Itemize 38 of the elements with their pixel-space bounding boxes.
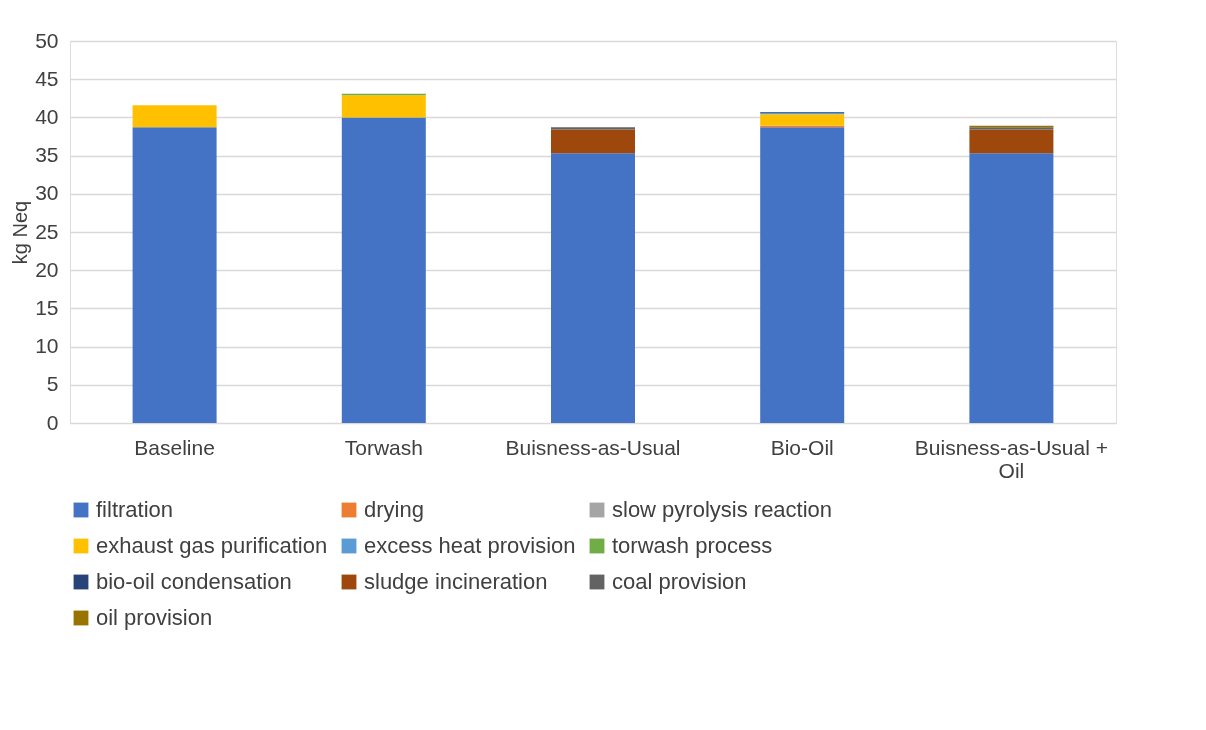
- y-tick-label: 50: [35, 28, 59, 52]
- y-tick-label: 35: [35, 143, 59, 167]
- y-axis-title: kg Neq: [9, 200, 32, 265]
- y-tick-label: 15: [35, 295, 59, 319]
- bar: [760, 114, 845, 126]
- y-tick-label: 5: [46, 372, 59, 396]
- x-tick-label: Buisness-as-Usual: [505, 435, 681, 459]
- legend-label: exhaust gas purification: [96, 533, 328, 558]
- y-tick-label: 20: [35, 257, 59, 281]
- legend-label: excess heat provision: [364, 533, 576, 558]
- legend-label: slow pyrolysis reaction: [612, 497, 833, 522]
- legend-label: bio-oil condensation: [96, 569, 292, 594]
- legend-label: torwash process: [612, 533, 773, 558]
- bar: [132, 105, 217, 128]
- bar: [969, 153, 1054, 423]
- legend-label: drying: [364, 497, 424, 522]
- bar: [341, 117, 426, 423]
- y-tick-label: 45: [35, 66, 59, 90]
- x-tick-label: Torwash: [344, 435, 423, 459]
- y-tick-label: 30: [35, 181, 59, 205]
- legend-label: oil provision: [96, 605, 213, 630]
- x-tick-label: Bio-Oil: [770, 435, 834, 459]
- bar: [969, 129, 1054, 154]
- x-tick-label: Buisness-as-Usual + Oil: [914, 435, 1108, 482]
- x-tick-label: Baseline: [134, 435, 215, 459]
- bar: [132, 127, 217, 423]
- bar: [551, 127, 635, 130]
- bar: [341, 95, 426, 118]
- bar: [551, 129, 635, 154]
- legend-label: coal provision: [612, 569, 747, 594]
- y-tick-label: 25: [35, 219, 59, 243]
- bar: [551, 153, 635, 423]
- legend-label: sludge incineration: [364, 569, 548, 594]
- y-tick-label: 10: [35, 334, 59, 358]
- y-tick-label: 0: [46, 410, 59, 434]
- y-tick-label: 40: [35, 104, 59, 128]
- legend-label: filtration: [96, 497, 174, 522]
- bar: [760, 127, 845, 423]
